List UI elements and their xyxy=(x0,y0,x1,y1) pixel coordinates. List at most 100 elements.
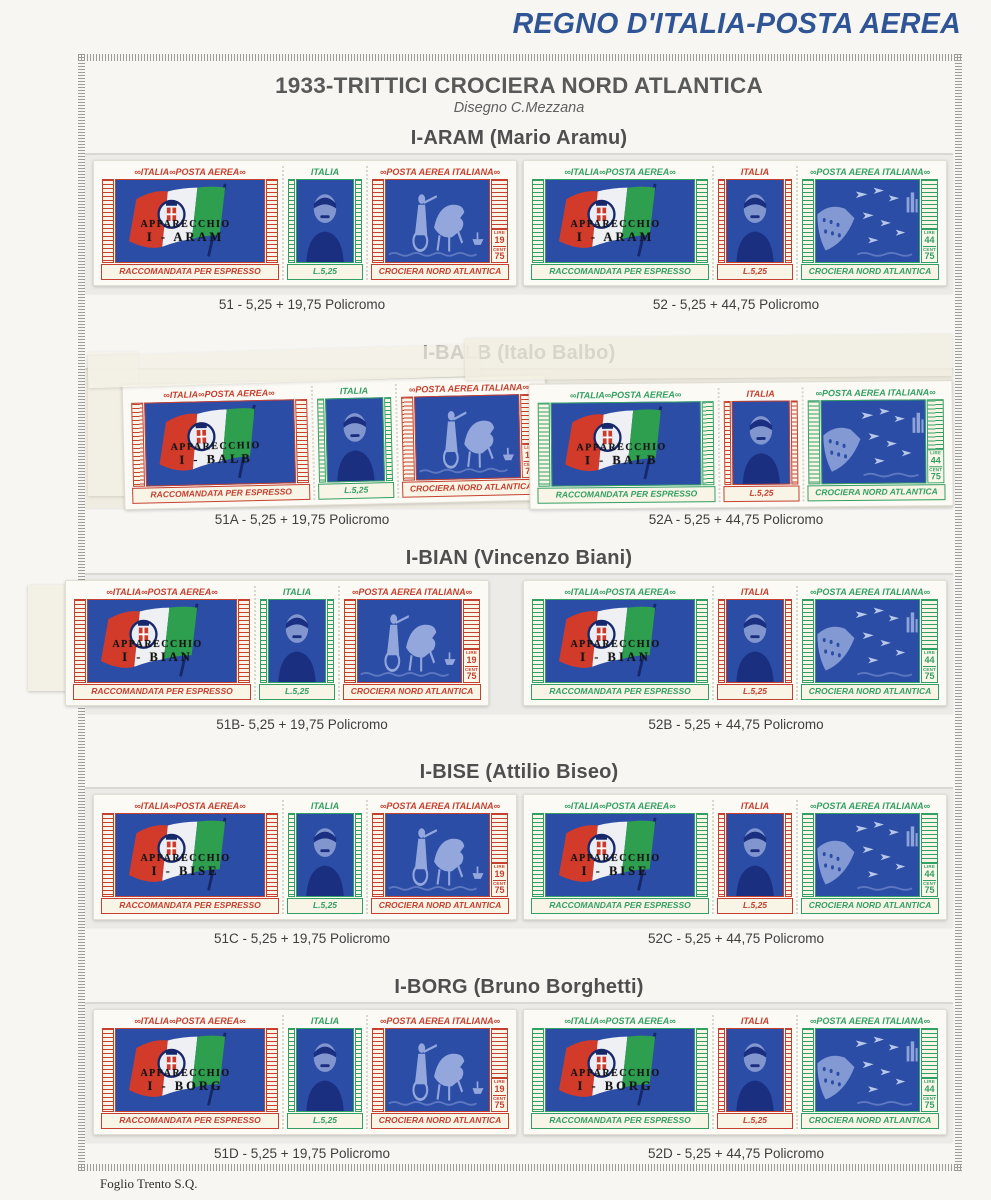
portrait-stamp-panel: ITALIA xyxy=(254,586,337,700)
album-frame-border-right xyxy=(955,54,962,1171)
frame-ornament xyxy=(537,402,551,487)
portrait-panel-value: L.5,25 xyxy=(717,684,793,700)
caption-row: 51 - 5,25 + 19,75 Policromo 52 - 5,25 + … xyxy=(85,297,953,312)
triptych-low-value: ∞ITALIA∞POSTA AEREA∞ xyxy=(93,794,517,920)
quadriga-illustration xyxy=(385,179,490,263)
frame-ornament xyxy=(372,813,384,897)
italian-flag-icon xyxy=(558,817,657,891)
italian-flag-icon xyxy=(565,406,663,480)
italian-flag-icon xyxy=(558,183,657,257)
scene-panel-banner: CROCIERA NORD ATLANTICA xyxy=(371,1113,509,1129)
value-tablet: LIRE 19 CENT 75 xyxy=(492,863,507,896)
frame-ornament xyxy=(131,402,146,487)
flag-illustration: APPARECCHIO I - BALB xyxy=(144,399,297,487)
frame-ornament xyxy=(532,179,544,263)
mount-strip: ∞ITALIA∞POSTA AEREA∞ xyxy=(65,573,953,713)
portrait-panel-inscription: ITALIA xyxy=(310,1016,340,1026)
scene-panel-banner: CROCIERA NORD ATLANTICA xyxy=(801,264,939,280)
frame-ornament xyxy=(532,813,544,897)
value-tablet: LIRE 44 CENT 75 xyxy=(922,1078,937,1111)
portrait-panel-value: L.5,25 xyxy=(318,481,395,500)
scene-panel-inscription: ∞POSTA AEREA ITALIANA∞ xyxy=(810,587,930,597)
section-heading: I-ARAM (Mario Aramu) xyxy=(410,127,628,149)
portrait-stamp-panel: ITALIA xyxy=(310,383,397,500)
value-tablet: LIRE 44 CENT 75 xyxy=(928,449,944,483)
scene-panel-inscription: ∞POSTA AEREA ITALIANA∞ xyxy=(380,1016,500,1026)
italian-flag-icon xyxy=(159,404,256,479)
portrait-panel-value: L.5,25 xyxy=(717,1113,793,1129)
king-portrait-icon xyxy=(297,1029,353,1111)
value-tablet-column: LIRE 44 CENT 75 xyxy=(921,179,938,263)
king-portrait xyxy=(726,1028,784,1112)
frame-ornament xyxy=(696,813,708,897)
scene-panel-inscription: ∞POSTA AEREA ITALIANA∞ xyxy=(380,801,500,811)
portrait-panel-value: L.5,25 xyxy=(287,1113,363,1129)
portrait-panel-value: L.5,25 xyxy=(259,684,335,700)
frame-ornament xyxy=(785,813,792,897)
king-portrait xyxy=(296,813,354,897)
flag-illustration: APPARECCHIO I - BORG xyxy=(545,1028,695,1112)
value-tablet: LIRE 19 CENT 75 xyxy=(492,1078,507,1111)
portrait-panel-value: L.5,25 xyxy=(287,264,363,280)
value-tablet: LIRE 19 CENT 75 xyxy=(492,229,507,262)
frame-ornament xyxy=(532,1028,544,1112)
scene-stamp-panel: ∞POSTA AEREA ITALIANA∞ xyxy=(796,586,941,700)
flag-panel-inscription: ∞ITALIA∞POSTA AEREA∞ xyxy=(106,587,218,597)
portrait-stamp-panel: ITALIA xyxy=(712,1015,795,1129)
catalog-caption-right: 52 - 5,25 + 44,75 Policromo xyxy=(652,297,820,312)
glassine-strip xyxy=(464,333,953,381)
frame-ornament xyxy=(696,179,708,263)
portrait-panel-inscription: ITALIA xyxy=(746,388,775,399)
scene-panel-inscription: ∞POSTA AEREA ITALIANA∞ xyxy=(810,1016,930,1026)
portrait-stamp-panel: ITALIA xyxy=(282,166,365,280)
frame-ornament xyxy=(266,813,278,897)
flag-stamp-panel: ∞ITALIA∞POSTA AEREA∞ xyxy=(128,386,313,504)
frame-ornament xyxy=(102,813,114,897)
frame-ornament xyxy=(384,397,393,482)
frame-ornament xyxy=(785,599,792,683)
king-portrait-icon xyxy=(326,398,384,482)
frame-ornament xyxy=(372,179,384,263)
quadriga-illustration xyxy=(385,813,490,897)
king-portrait-icon xyxy=(732,401,790,485)
album-frame-content: 1933-TRITTICI CROCIERA NORD ATLANTICA Di… xyxy=(65,61,954,1164)
portrait-panel-value: L.5,25 xyxy=(723,485,800,503)
flag-panel-banner: RACCOMANDATA PER ESPRESSO xyxy=(537,486,716,504)
frame-ornament xyxy=(288,179,295,263)
frame-ornament xyxy=(718,813,725,897)
flag-illustration: APPARECCHIO I - BALB xyxy=(550,401,702,487)
frame-ornament xyxy=(344,599,356,683)
triptych-high-value: ∞ITALIA∞POSTA AEREA∞ xyxy=(528,380,954,510)
mount-strip: ∞ITALIA∞POSTA AEREA∞ xyxy=(85,1002,953,1142)
flag-stamp-panel: ∞ITALIA∞POSTA AEREA∞ xyxy=(529,586,711,700)
frame-ornament xyxy=(102,179,114,263)
portrait-stamp-panel: ITALIA xyxy=(712,800,795,914)
frame-ornament xyxy=(266,179,278,263)
king-portrait-icon xyxy=(727,180,783,262)
king-portrait-icon xyxy=(297,180,353,262)
scene-panel-banner: CROCIERA NORD ATLANTICA xyxy=(402,478,541,498)
flag-panel-banner: RACCOMANDATA PER ESPRESSO xyxy=(73,684,251,700)
flag-panel-banner: RACCOMANDATA PER ESPRESSO xyxy=(531,684,709,700)
flag-panel-banner: RACCOMANDATA PER ESPRESSO xyxy=(531,1113,709,1129)
frame-ornament xyxy=(723,401,732,486)
flag-illustration: APPARECCHIO I - BISE xyxy=(545,813,695,897)
flag-illustration: APPARECCHIO I - BIAN xyxy=(545,599,695,683)
flag-stamp-panel: ∞ITALIA∞POSTA AEREA∞ xyxy=(71,586,253,700)
flag-illustration: APPARECCHIO I - ARAM xyxy=(545,179,695,263)
frame-ornament xyxy=(718,179,725,263)
seaplane-fleet-icon xyxy=(816,180,919,262)
triptych-low-value: ∞ITALIA∞POSTA AEREA∞ xyxy=(121,374,549,511)
portrait-panel-inscription: ITALIA xyxy=(310,167,340,177)
portrait-stamp-panel: ITALIA xyxy=(282,800,365,914)
king-portrait xyxy=(296,179,354,263)
flag-illustration: APPARECCHIO I - BISE xyxy=(115,813,265,897)
quadriga-icon xyxy=(415,395,520,480)
frame-ornament xyxy=(790,400,799,485)
aircraft-illustration xyxy=(815,813,920,897)
mount-strip: ∞ITALIA∞POSTA AEREA∞ xyxy=(85,787,953,927)
scene-panel-banner: CROCIERA NORD ATLANTICA xyxy=(343,684,481,700)
value-tablet: LIRE 19 CENT 75 xyxy=(464,649,479,682)
portrait-stamp-panel: ITALIA xyxy=(282,1015,365,1129)
flag-stamp-panel: ∞ITALIA∞POSTA AEREA∞ xyxy=(99,800,281,914)
